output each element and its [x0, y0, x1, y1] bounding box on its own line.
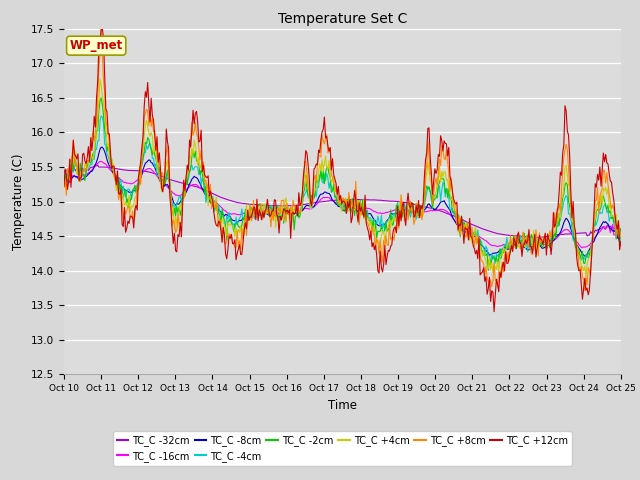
TC_C +12cm: [490, 309, 498, 314]
Line: TC_C -16cm: TC_C -16cm: [64, 161, 621, 248]
TC_C +8cm: [60, 181, 68, 187]
TC_C -16cm: [579, 245, 586, 251]
TC_C -4cm: [234, 217, 242, 223]
TC_C +4cm: [60, 185, 68, 191]
TC_C -2cm: [60, 182, 68, 188]
TC_C -16cm: [373, 210, 381, 216]
TC_C +8cm: [399, 206, 407, 212]
TC_C +4cm: [373, 239, 381, 244]
TC_C -32cm: [399, 199, 407, 205]
TC_C -32cm: [533, 234, 541, 240]
TC_C -8cm: [60, 181, 68, 187]
TC_C -8cm: [399, 207, 407, 213]
TC_C +12cm: [234, 246, 242, 252]
TC_C +4cm: [470, 231, 478, 237]
TC_C +4cm: [234, 227, 242, 232]
TC_C +12cm: [470, 246, 478, 252]
TC_C -32cm: [568, 231, 576, 237]
Y-axis label: Temperature (C): Temperature (C): [12, 153, 26, 250]
TC_C -16cm: [97, 158, 105, 164]
TC_C -2cm: [617, 227, 625, 232]
TC_C -8cm: [470, 234, 478, 240]
TC_C -4cm: [373, 221, 381, 227]
TC_C -32cm: [234, 200, 242, 205]
TC_C +4cm: [399, 205, 407, 211]
Line: TC_C -2cm: TC_C -2cm: [64, 98, 621, 270]
TC_C -2cm: [470, 231, 478, 237]
Line: TC_C +8cm: TC_C +8cm: [64, 30, 621, 290]
Line: TC_C +12cm: TC_C +12cm: [64, 29, 621, 312]
TC_C -16cm: [470, 231, 478, 237]
TC_C -8cm: [97, 144, 105, 150]
Line: TC_C +4cm: TC_C +4cm: [64, 79, 621, 276]
TC_C -2cm: [399, 207, 407, 213]
TC_C -2cm: [296, 213, 304, 219]
TC_C -8cm: [296, 209, 304, 215]
TC_C -8cm: [617, 239, 625, 244]
TC_C -2cm: [373, 235, 381, 240]
TC_C +8cm: [296, 210, 304, 216]
TC_C +8cm: [617, 229, 625, 235]
TC_C -16cm: [617, 231, 625, 237]
X-axis label: Time: Time: [328, 399, 357, 412]
TC_C -2cm: [97, 95, 105, 101]
TC_C -4cm: [97, 113, 105, 119]
TC_C +12cm: [617, 240, 625, 245]
Title: Temperature Set C: Temperature Set C: [278, 12, 407, 26]
TC_C -32cm: [60, 169, 68, 175]
TC_C -2cm: [484, 267, 492, 273]
TC_C -4cm: [296, 209, 304, 215]
Legend: TC_C -32cm, TC_C -16cm, TC_C -8cm, TC_C -4cm, TC_C -2cm, TC_C +4cm, TC_C +8cm, T: TC_C -32cm, TC_C -16cm, TC_C -8cm, TC_C …: [113, 431, 572, 466]
TC_C +12cm: [60, 183, 68, 189]
TC_C -16cm: [296, 207, 304, 213]
TC_C -32cm: [296, 202, 304, 208]
TC_C -32cm: [92, 162, 99, 168]
TC_C -2cm: [234, 223, 242, 229]
TC_C +4cm: [567, 211, 575, 216]
TC_C -4cm: [60, 173, 68, 179]
TC_C -4cm: [470, 228, 478, 234]
TC_C +4cm: [96, 76, 104, 82]
TC_C +4cm: [582, 274, 590, 279]
TC_C +4cm: [296, 208, 304, 214]
TC_C -32cm: [373, 197, 381, 203]
TC_C -32cm: [470, 223, 478, 228]
Text: WP_met: WP_met: [70, 39, 123, 52]
TC_C -8cm: [567, 226, 575, 232]
Line: TC_C -8cm: TC_C -8cm: [64, 147, 621, 256]
TC_C -16cm: [567, 230, 575, 236]
Line: TC_C -32cm: TC_C -32cm: [64, 165, 621, 237]
TC_C -4cm: [492, 260, 499, 266]
TC_C -8cm: [373, 221, 381, 227]
TC_C -4cm: [568, 226, 576, 231]
TC_C -16cm: [399, 208, 407, 214]
TC_C -16cm: [60, 173, 68, 179]
TC_C +8cm: [234, 243, 242, 249]
TC_C +12cm: [373, 252, 381, 258]
TC_C -32cm: [617, 228, 625, 233]
TC_C -8cm: [581, 253, 589, 259]
TC_C +8cm: [470, 244, 478, 250]
TC_C +8cm: [373, 236, 381, 241]
TC_C +8cm: [567, 204, 575, 209]
TC_C -4cm: [399, 204, 407, 210]
TC_C -4cm: [617, 230, 625, 236]
TC_C +12cm: [296, 202, 304, 208]
TC_C +12cm: [568, 215, 576, 221]
TC_C -2cm: [568, 215, 576, 221]
TC_C +12cm: [399, 200, 407, 205]
TC_C -16cm: [234, 212, 242, 217]
TC_C +4cm: [617, 234, 625, 240]
TC_C +8cm: [97, 27, 105, 33]
TC_C -8cm: [234, 218, 242, 224]
TC_C +8cm: [581, 288, 589, 293]
Line: TC_C -4cm: TC_C -4cm: [64, 116, 621, 263]
TC_C +12cm: [97, 26, 105, 32]
